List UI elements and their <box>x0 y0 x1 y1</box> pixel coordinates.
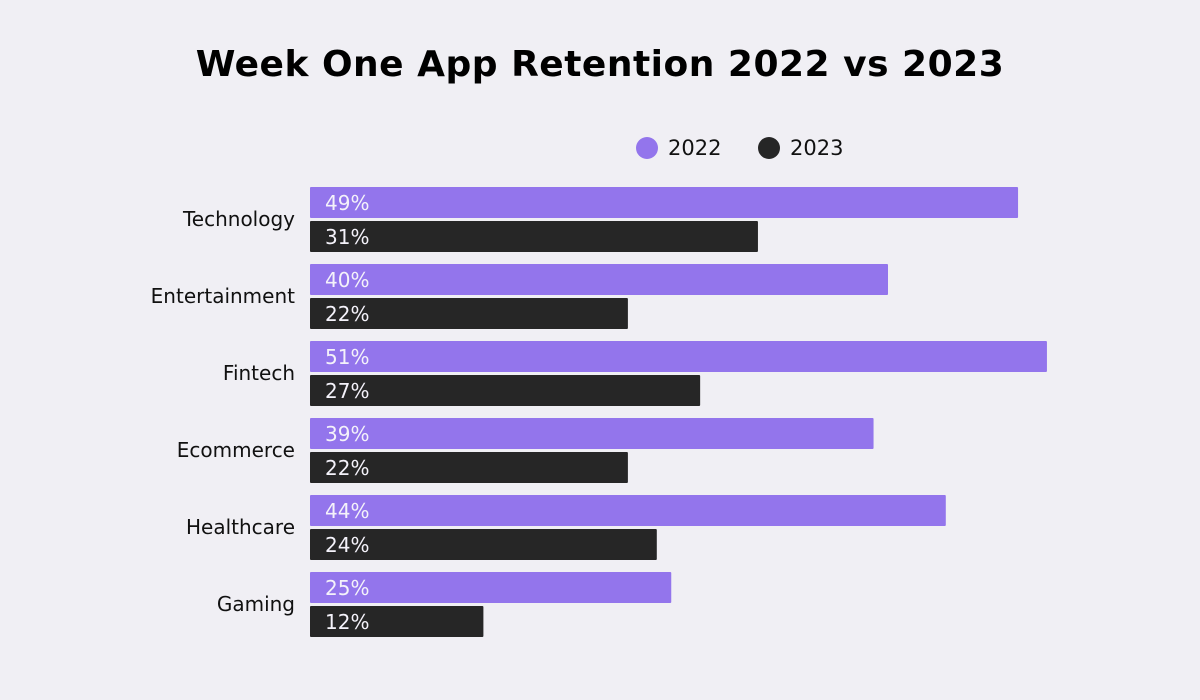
data-label: 25% <box>325 576 369 600</box>
data-label: 44% <box>325 499 369 523</box>
legend-item-2023: 2023 <box>758 136 843 160</box>
data-label: 39% <box>325 422 369 446</box>
bar-2022-gaming <box>310 572 672 603</box>
bar-2023-entertainment <box>310 298 628 329</box>
legend-swatch-2023 <box>758 137 780 159</box>
legend-swatch-2022 <box>636 137 658 159</box>
bar-2023-technology <box>310 221 758 252</box>
category-label: Technology <box>182 207 295 231</box>
bar-2022-ecommerce <box>310 418 874 449</box>
legend-label: 2023 <box>790 136 844 160</box>
chart-title: Week One App Retention 2022 vs 2023 <box>195 44 1005 85</box>
category-label: Entertainment <box>151 284 295 308</box>
data-label: 22% <box>325 456 369 480</box>
data-label: 40% <box>325 268 369 292</box>
bar-2022-entertainment <box>310 264 888 295</box>
category-label: Gaming <box>217 592 295 616</box>
category-label: Fintech <box>223 361 295 385</box>
bar-2022-fintech <box>310 341 1047 372</box>
bar-2023-healthcare <box>310 529 657 560</box>
bar-2023-ecommerce <box>310 452 628 483</box>
legend-label: 2022 <box>668 136 722 160</box>
category-label: Healthcare <box>186 515 295 539</box>
data-label: 12% <box>325 610 369 634</box>
data-label: 51% <box>325 345 369 369</box>
bar-2022-technology <box>310 187 1019 218</box>
data-label: 22% <box>325 302 369 326</box>
bar-2023-gaming <box>310 606 484 637</box>
data-label: 24% <box>325 533 369 557</box>
bar-2023-fintech <box>310 375 701 406</box>
bar-2022-healthcare <box>310 495 946 526</box>
legend-item-2022: 2022 <box>636 136 721 160</box>
category-label: Ecommerce <box>177 438 295 462</box>
data-label: 27% <box>325 379 369 403</box>
data-label: 49% <box>325 191 369 215</box>
data-label: 31% <box>325 225 369 249</box>
